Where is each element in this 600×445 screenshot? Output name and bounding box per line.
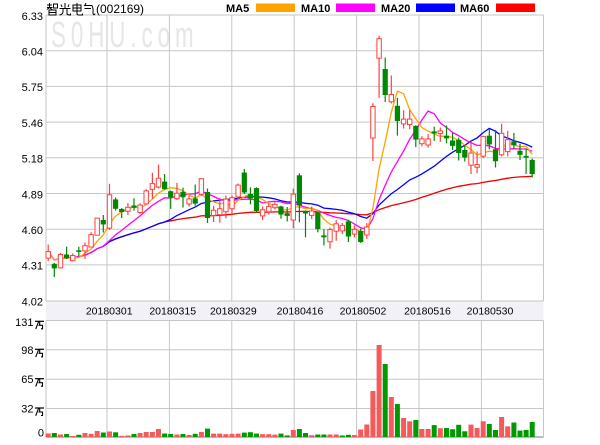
svg-text:5.46: 5.46: [22, 118, 43, 130]
svg-text:20180315: 20180315: [149, 306, 196, 318]
svg-text:6.04: 6.04: [22, 47, 43, 59]
svg-text:20180502: 20180502: [340, 306, 387, 318]
svg-text:MA20: MA20: [381, 3, 410, 15]
svg-text:5.75: 5.75: [22, 82, 43, 94]
svg-text:20180329: 20180329: [210, 306, 257, 318]
svg-text:MA10: MA10: [301, 3, 330, 15]
svg-text:6.33: 6.33: [22, 11, 43, 23]
svg-text:32: 32: [21, 404, 33, 416]
svg-text:4.31: 4.31: [22, 261, 43, 273]
svg-text:20180301: 20180301: [86, 306, 133, 318]
svg-text:S0HU.com: S0HU.com: [51, 16, 199, 56]
svg-text:4.89: 4.89: [22, 189, 43, 201]
svg-text:MA5: MA5: [226, 3, 249, 15]
svg-text:131: 131: [15, 317, 33, 329]
svg-text:98: 98: [21, 345, 33, 357]
svg-text:20180416: 20180416: [277, 306, 324, 318]
svg-text:0: 0: [38, 428, 44, 440]
svg-text:5.18: 5.18: [22, 154, 43, 166]
svg-text:(002169): (002169): [96, 2, 144, 16]
svg-text:4.02: 4.02: [22, 296, 43, 308]
svg-text:4.60: 4.60: [22, 225, 43, 237]
svg-text:20180516: 20180516: [404, 306, 451, 318]
svg-text:MA60: MA60: [460, 3, 489, 15]
svg-text:20180530: 20180530: [467, 306, 514, 318]
svg-text:65: 65: [21, 374, 33, 386]
